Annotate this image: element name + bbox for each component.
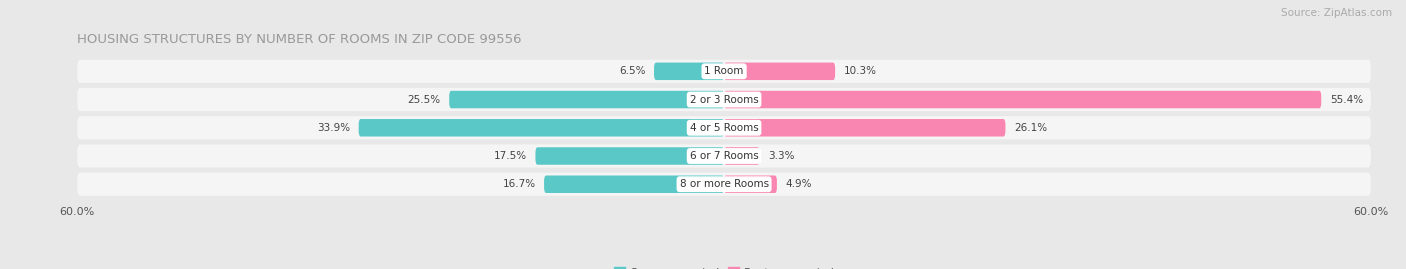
Text: HOUSING STRUCTURES BY NUMBER OF ROOMS IN ZIP CODE 99556: HOUSING STRUCTURES BY NUMBER OF ROOMS IN… <box>77 33 522 46</box>
FancyBboxPatch shape <box>77 173 1371 196</box>
Text: 4 or 5 Rooms: 4 or 5 Rooms <box>690 123 758 133</box>
Text: 1 Room: 1 Room <box>704 66 744 76</box>
Text: 33.9%: 33.9% <box>316 123 350 133</box>
Text: 3.3%: 3.3% <box>768 151 794 161</box>
FancyBboxPatch shape <box>359 119 724 137</box>
Text: Source: ZipAtlas.com: Source: ZipAtlas.com <box>1281 8 1392 18</box>
FancyBboxPatch shape <box>724 63 835 80</box>
Legend: Owner-occupied, Renter-occupied: Owner-occupied, Renter-occupied <box>613 267 835 269</box>
Text: 26.1%: 26.1% <box>1014 123 1047 133</box>
FancyBboxPatch shape <box>724 175 778 193</box>
Text: 10.3%: 10.3% <box>844 66 877 76</box>
Text: 6 or 7 Rooms: 6 or 7 Rooms <box>690 151 758 161</box>
FancyBboxPatch shape <box>77 60 1371 83</box>
Text: 25.5%: 25.5% <box>408 94 440 105</box>
FancyBboxPatch shape <box>77 144 1371 168</box>
FancyBboxPatch shape <box>724 119 1005 137</box>
FancyBboxPatch shape <box>544 175 724 193</box>
FancyBboxPatch shape <box>536 147 724 165</box>
Text: 55.4%: 55.4% <box>1330 94 1362 105</box>
FancyBboxPatch shape <box>77 116 1371 139</box>
Text: 17.5%: 17.5% <box>494 151 527 161</box>
Text: 16.7%: 16.7% <box>502 179 536 189</box>
FancyBboxPatch shape <box>77 88 1371 111</box>
Text: 8 or more Rooms: 8 or more Rooms <box>679 179 769 189</box>
Text: 6.5%: 6.5% <box>619 66 645 76</box>
FancyBboxPatch shape <box>654 63 724 80</box>
Text: 2 or 3 Rooms: 2 or 3 Rooms <box>690 94 758 105</box>
Text: 4.9%: 4.9% <box>786 179 813 189</box>
FancyBboxPatch shape <box>450 91 724 108</box>
FancyBboxPatch shape <box>724 147 759 165</box>
FancyBboxPatch shape <box>724 91 1322 108</box>
